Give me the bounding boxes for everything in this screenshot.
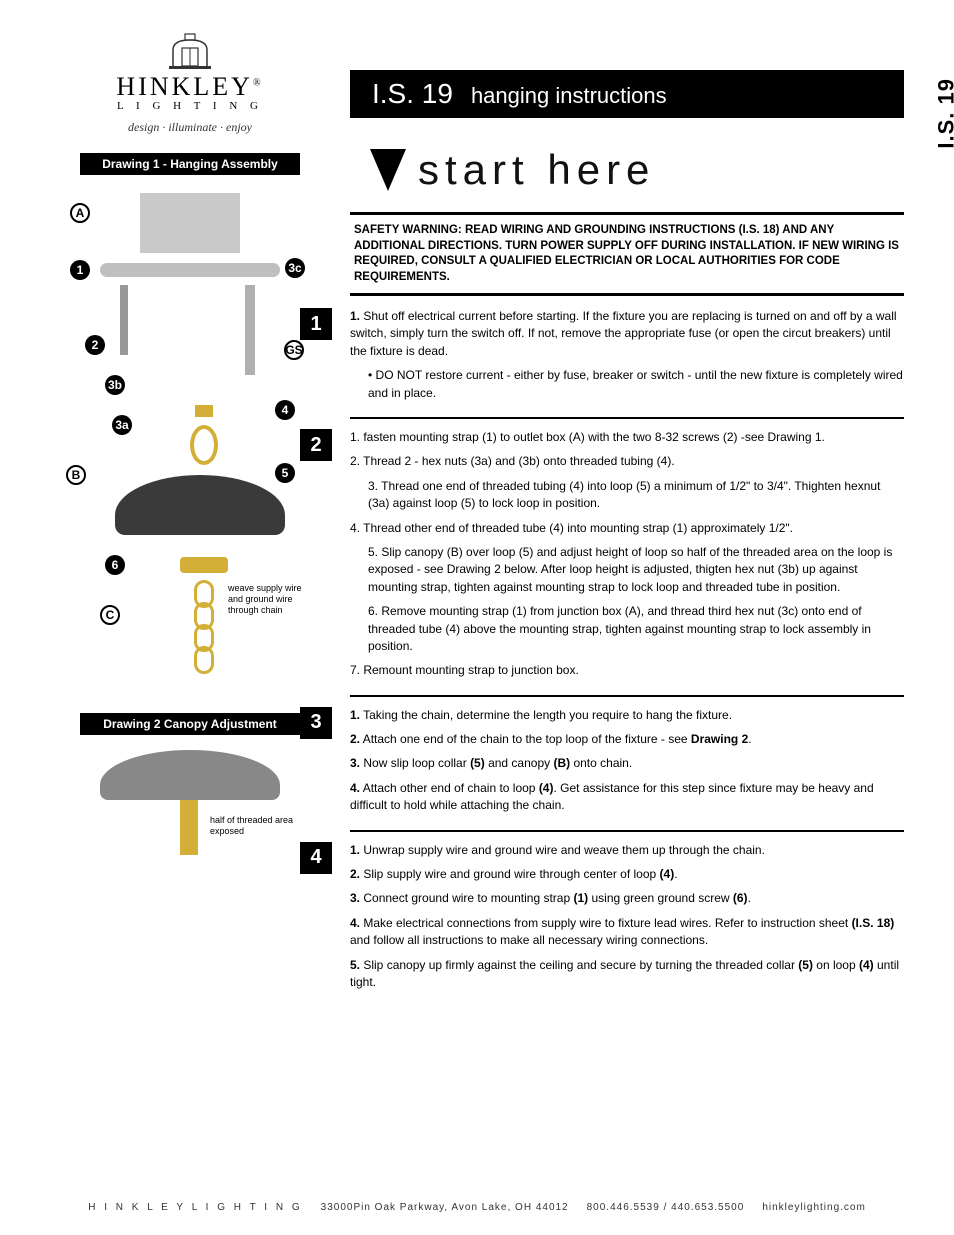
footer-phone: 800.446.5539 / 440.653.5500 (587, 1202, 745, 1213)
drawing2-label: Drawing 2 Canopy Adjustment (80, 713, 300, 735)
drawing2: half of threaded area exposed (80, 745, 300, 865)
title-code: I.S. 19 (372, 78, 453, 110)
brand-tagline: design · illuminate · enjoy (50, 120, 330, 135)
title-bar: I.S. 19 hanging instructions (350, 70, 904, 118)
callout-C: C (100, 605, 120, 625)
drawing1: A 1 3c 2 GS 3b 4 3a B 5 6 C weave supply… (60, 185, 320, 695)
drawing2-note: half of threaded area exposed (210, 815, 300, 837)
start-here-text: start here (418, 146, 655, 194)
step-3-badge: 3 (300, 707, 332, 739)
callout-3c: 3c (285, 258, 305, 278)
safety-warning: SAFETY WARNING: READ WIRING AND GROUNDIN… (350, 212, 904, 296)
logo-mark-icon (165, 30, 215, 70)
step-2-body: 1. fasten mounting strap (1) to outlet b… (350, 429, 904, 697)
chain-shape (194, 580, 214, 690)
page-footer: H I N K L E Y L I G H T I N G 33000Pin O… (50, 1202, 904, 1213)
callout-A: A (70, 203, 90, 223)
start-here: start here (370, 146, 904, 194)
callout-3b: 3b (105, 375, 125, 395)
down-arrow-icon (370, 149, 406, 191)
callout-GS: GS (284, 340, 304, 360)
title-sub: hanging instructions (471, 83, 667, 109)
threaded-tube-shape (245, 285, 255, 375)
canopy2-shape (100, 750, 280, 800)
brand-name: HINKLEY® (50, 72, 330, 102)
callout-1: 1 (70, 260, 90, 280)
callout-5: 5 (275, 463, 295, 483)
step-3-body: 1. Taking the chain, determine the lengt… (350, 707, 904, 832)
drawing1-note: weave supply wire and ground wire throug… (228, 583, 318, 615)
loop-shape (190, 425, 218, 465)
callout-3a: 3a (112, 415, 132, 435)
drawing1-label: Drawing 1 - Hanging Assembly (80, 153, 300, 175)
stem2-shape (180, 800, 198, 855)
hexnut-shape (195, 405, 213, 417)
canopy-shape (115, 475, 285, 535)
step-1-body: 1. Shut off electrical current before st… (350, 308, 904, 419)
side-code: I.S. 19 (934, 78, 954, 149)
callout-4: 4 (275, 400, 295, 420)
step-4-badge: 4 (300, 842, 332, 874)
step-4-body: 1. Unwrap supply wire and ground wire an… (350, 842, 904, 1007)
footer-url: hinkleylighting.com (762, 1202, 866, 1213)
callout-2: 2 (85, 335, 105, 355)
brand-logo: HINKLEY® L I G H T I N G design · illumi… (50, 30, 330, 135)
step-2-badge: 2 (300, 429, 332, 461)
screw-shape (120, 285, 128, 355)
footer-brand: H I N K L E Y L I G H T I N G (88, 1202, 302, 1213)
footer-address: 33000Pin Oak Parkway, Avon Lake, OH 4401… (321, 1202, 569, 1213)
callout-B: B (66, 465, 86, 485)
junction-box-shape (140, 193, 240, 253)
step-1-badge: 1 (300, 308, 332, 340)
callout-6: 6 (105, 555, 125, 575)
mounting-strap-shape (100, 263, 280, 277)
collar-shape (180, 557, 228, 573)
